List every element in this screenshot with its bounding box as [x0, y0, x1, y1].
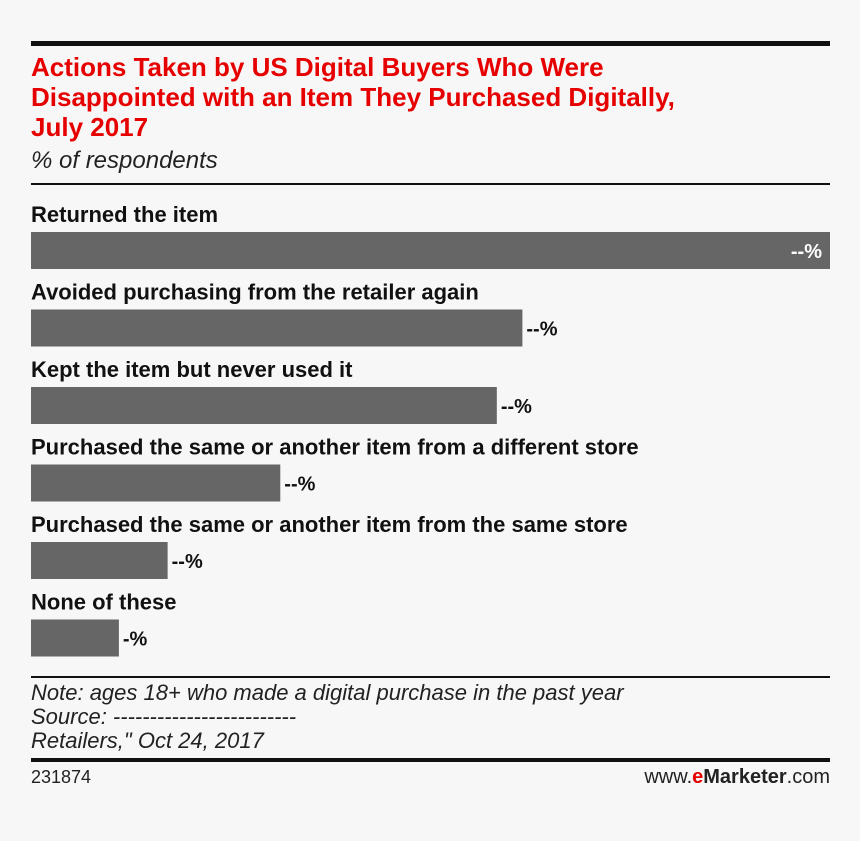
chart-notes: Note: ages 18+ who made a digital purcha… — [31, 681, 831, 753]
brand-prefix: www. — [644, 766, 693, 788]
bar-4 — [31, 542, 168, 579]
chart-title: Actions Taken by US Digital Buyers Who W… — [31, 52, 675, 142]
value-label-2: --% — [501, 396, 532, 418]
top-rule — [31, 41, 830, 46]
category-label-5: None of these — [31, 590, 176, 615]
value-label-0: --% — [791, 241, 822, 263]
chart-subtitle: % of respondents — [31, 147, 218, 174]
bar-5 — [31, 619, 119, 657]
category-label-3: Purchased the same or another item from … — [31, 435, 639, 460]
category-label-1: Avoided purchasing from the retailer aga… — [31, 280, 479, 305]
category-label-4: Purchased the same or another item from … — [31, 512, 628, 537]
value-label-3: --% — [284, 474, 315, 496]
source-text: Source: ------------------------- — [31, 704, 297, 729]
note-text: Note: ages 18+ who made a digital purcha… — [31, 680, 624, 705]
value-label-5: -% — [123, 629, 148, 651]
category-label-0: Returned the item — [31, 202, 218, 227]
brand-name: Marketer — [703, 766, 787, 788]
value-label-4: --% — [172, 551, 203, 573]
brand-suffix: .com — [786, 766, 830, 788]
note-rule — [31, 676, 830, 678]
bar-chart: Returned the item --% Avoided purchasing f… — [31, 202, 830, 657]
bar-2 — [31, 387, 497, 424]
bar-3 — [31, 464, 281, 502]
bar-0 — [31, 232, 830, 269]
source-continuation: Retailers," Oct 24, 2017 — [31, 728, 264, 753]
brand-accent: e — [692, 766, 704, 788]
bar-1 — [31, 309, 523, 347]
value-label-1: --% — [526, 319, 557, 341]
header-rule — [31, 183, 830, 185]
bottom-rule — [31, 758, 830, 762]
category-label-2: Kept the item but never used it — [31, 357, 353, 382]
brand-link[interactable]: www.eMarketer.com — [644, 766, 830, 789]
chart-id: 231874 — [31, 767, 92, 787]
